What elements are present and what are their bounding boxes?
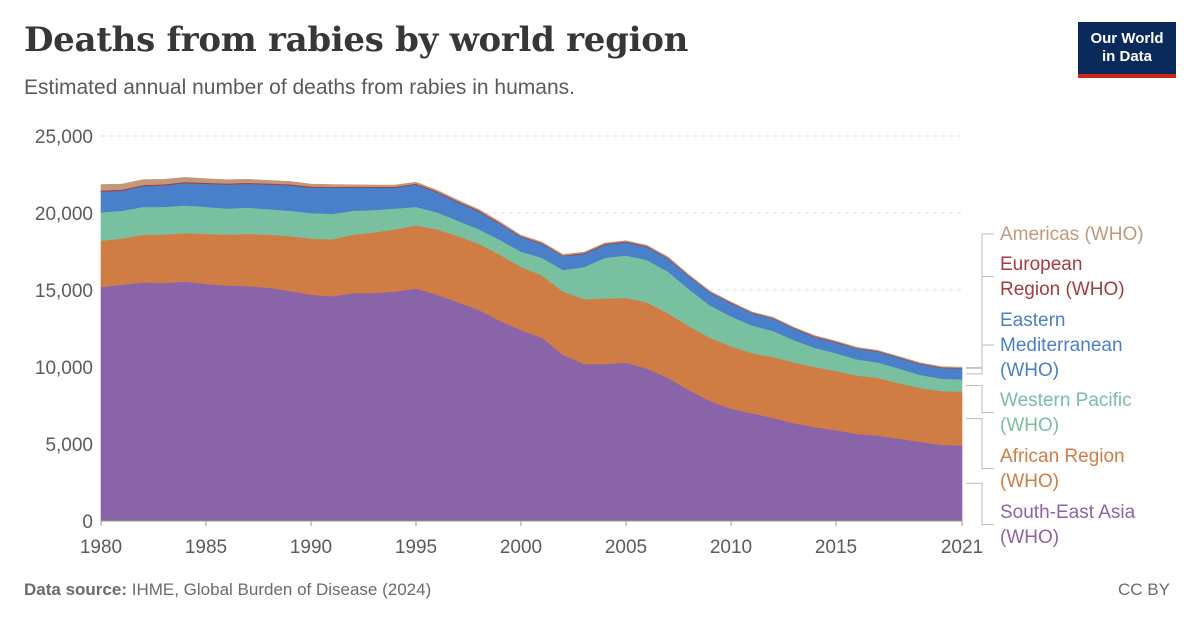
y-tick-label: 20,000 — [35, 204, 93, 225]
legend-label-line: Eastern — [1000, 310, 1065, 331]
legend-item-eastern-mediterranean-who[interactable]: Eastern Mediterranean (WHO) — [966, 310, 1123, 381]
owid-logo[interactable]: Our World in Data — [1078, 22, 1176, 78]
logo-line-1: Our World — [1090, 30, 1164, 47]
legend-label: Eastern Mediterranean (WHO) — [1000, 310, 1123, 381]
legend-label: European Region (WHO) — [1000, 254, 1125, 300]
legend-label-line: (WHO) — [1000, 527, 1059, 548]
logo-line-2: in Data — [1101, 48, 1152, 65]
legend-label-line: Region (WHO) — [1000, 279, 1125, 300]
x-tick-label: 1995 — [395, 537, 437, 558]
page-title: Deaths from rabies by world region — [24, 20, 689, 60]
legend-item-african-region-who[interactable]: African Region (WHO) — [966, 418, 1125, 492]
legend-item-european-region-who[interactable]: European Region (WHO) — [966, 254, 1125, 369]
legend-label-line: Western Pacific — [1000, 390, 1132, 411]
legend-item-south-east-asia-who[interactable]: South-East Asia (WHO) — [966, 482, 1136, 548]
x-tick-label: 2010 — [710, 537, 752, 558]
data-source: Data source: IHME, Global Burden of Dise… — [24, 580, 431, 600]
y-tick-label: 15,000 — [35, 281, 93, 302]
legend-label-line: European — [1000, 254, 1082, 275]
x-tick-label: 1990 — [290, 537, 332, 558]
y-tick-label: 5,000 — [45, 435, 93, 456]
legend-label-line: (WHO) — [1000, 415, 1059, 436]
legend-label-line: African Region — [1000, 446, 1125, 467]
axes: 0 5,000 10,000 15,000 20,000 25,000 1980 1985 19… — [35, 127, 983, 558]
legend-label: South-East Asia (WHO) — [1000, 502, 1136, 548]
legend-connector — [966, 344, 994, 375]
area-americas-who[interactable] — [100, 177, 963, 369]
legend-label-line: (WHO) — [1000, 471, 1059, 492]
data-source-label: Data source: — [24, 580, 127, 599]
area-series — [100, 177, 963, 522]
x-tick-label: 1980 — [80, 537, 122, 558]
legend-item-western-pacific-who[interactable]: Western Pacific (WHO) — [966, 385, 1132, 437]
legend-connector — [966, 418, 994, 469]
y-tick-label: 0 — [82, 512, 93, 533]
legend-label: Americas (WHO) — [1000, 224, 1144, 245]
legend-label: Western Pacific (WHO) — [1000, 390, 1132, 436]
legend-label-line: (WHO) — [1000, 360, 1059, 381]
x-tick-label: 1985 — [185, 537, 227, 558]
legend-label: African Region (WHO) — [1000, 446, 1125, 492]
x-tick-label: 2005 — [605, 537, 647, 558]
y-tick-label: 10,000 — [35, 358, 93, 379]
legend-label-line: Mediterranean — [1000, 335, 1123, 356]
page-subtitle: Estimated annual number of deaths from r… — [24, 76, 575, 99]
legend-label-line: South-East Asia — [1000, 502, 1136, 523]
legend-connector — [966, 385, 994, 413]
x-tick-label: 2015 — [815, 537, 857, 558]
legend-connector — [966, 482, 994, 525]
logo-accent-bar — [1078, 74, 1176, 78]
x-tick-label: 2021 — [941, 537, 983, 558]
legend-label-line: Americas (WHO) — [1000, 224, 1144, 245]
x-tick-label: 2000 — [500, 537, 542, 558]
data-source-text: IHME, Global Burden of Disease (2024) — [131, 580, 432, 599]
legend-connector — [966, 276, 994, 369]
y-tick-label: 25,000 — [35, 127, 93, 148]
legend: Americas (WHO) European Region (WHO) Easter… — [966, 224, 1144, 548]
legend-connector — [966, 233, 994, 369]
license-link[interactable]: CC BY — [1118, 580, 1170, 599]
